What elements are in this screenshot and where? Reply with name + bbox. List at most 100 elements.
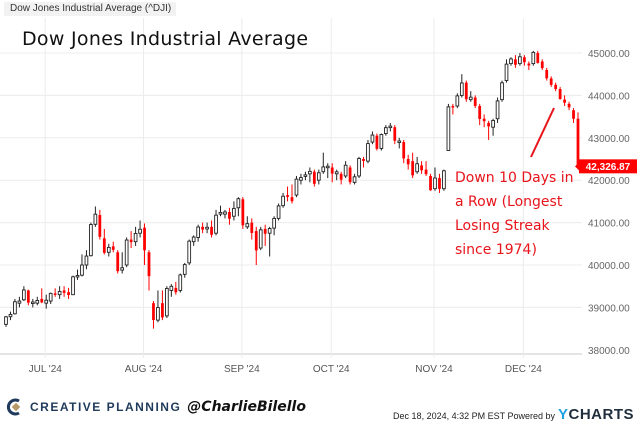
candle-up [182,262,187,278]
candle-down [514,55,517,68]
candle-up [267,226,272,257]
x-tick-label: OCT '24 [313,364,350,375]
candle-up [366,139,370,164]
candle-body [267,228,272,234]
candle-down [554,82,558,92]
candle-up [57,286,62,299]
candle-body [236,198,241,209]
candle-up [518,53,522,66]
candle-down [98,209,102,240]
candle-up [71,275,75,296]
y-tick-label: 40000.00 [588,261,630,272]
candle-down [527,61,531,70]
candle-body [321,166,326,173]
candle-body [379,134,384,149]
candle-up [415,156,419,174]
candle-down [53,288,57,297]
candle-up [325,163,330,179]
candle-body [174,287,178,293]
candle-body [156,307,160,321]
x-tick-label: JUL '24 [29,364,63,375]
candle-down [102,228,106,255]
candle-down [362,156,365,168]
candle-up [169,284,174,297]
candle-up [321,152,326,174]
candle-body [357,158,361,177]
candle-up [357,156,361,179]
chart-title: Dow Jones Industrial Average [22,28,309,50]
candle-body [102,238,106,253]
candle-down [429,173,432,191]
candle-body [429,175,432,191]
candle-down [438,173,441,193]
candle-body [299,177,303,181]
candle-body [491,120,495,128]
footer-branding: CREATIVE PLANNING @CharlieBilello [6,398,306,416]
candle-down [143,223,146,265]
candle-body [250,222,254,233]
candle-up [446,103,451,151]
candle-body [518,56,522,65]
candle-body [563,99,566,103]
candle-up [299,173,303,185]
candle-body [312,171,316,184]
candle-down [312,169,316,187]
candle-body [143,227,146,251]
candle-body [13,301,17,315]
candle-down [67,287,70,299]
candle-body [420,165,423,171]
candle-body [536,53,540,63]
candle-body [495,100,500,120]
candle-down [487,120,491,140]
candle-up [245,216,250,229]
y-tick-label: 44000.00 [588,91,630,102]
candle-body [514,59,517,65]
candle-up [48,292,53,305]
candle-up [308,167,312,183]
candle-body [545,69,549,79]
y-tick-label: 41000.00 [588,219,630,230]
candle-down [558,86,562,100]
candle-up [433,167,437,191]
candle-down [424,161,428,176]
candle-body [93,213,98,225]
candle-up [75,269,80,280]
candle-body [375,135,379,149]
candle-body [402,142,406,159]
candle-up [397,137,402,149]
annotation-text: Down 10 Days in a Row (Longest Losing St… [455,170,574,258]
candle-up [388,122,393,132]
y-tick-label: 45000.00 [588,49,630,60]
candle-body [254,231,258,251]
candle-body [451,106,455,108]
candle-down [411,152,415,179]
candle-body [35,299,40,304]
candle-down [406,154,410,170]
svg-text:42,326.87: 42,326.87 [586,162,631,173]
candle-down [290,184,294,204]
candle-up [22,286,26,302]
candle-up [384,125,388,136]
candle-body [455,95,460,107]
candle-up [491,118,495,136]
candle-body [459,82,464,96]
candle-body [438,178,441,189]
candle-up [468,91,473,102]
candle-down [545,67,549,81]
candle-body [393,127,397,141]
candle-body [191,236,196,243]
x-tick-label: AUG '24 [125,364,163,375]
candle-down [152,301,155,329]
candle-body [540,61,544,69]
candle-up [343,161,348,179]
ycharts-logo: YCHARTS [557,406,634,423]
candle-body [308,170,312,175]
candle-body [165,288,169,317]
candle-body [232,207,236,217]
candle-up [370,131,375,145]
candle-up [531,50,536,66]
candle-up [178,273,183,293]
candle-body [384,127,388,135]
candle-body [554,84,558,90]
candle-up [272,216,276,236]
